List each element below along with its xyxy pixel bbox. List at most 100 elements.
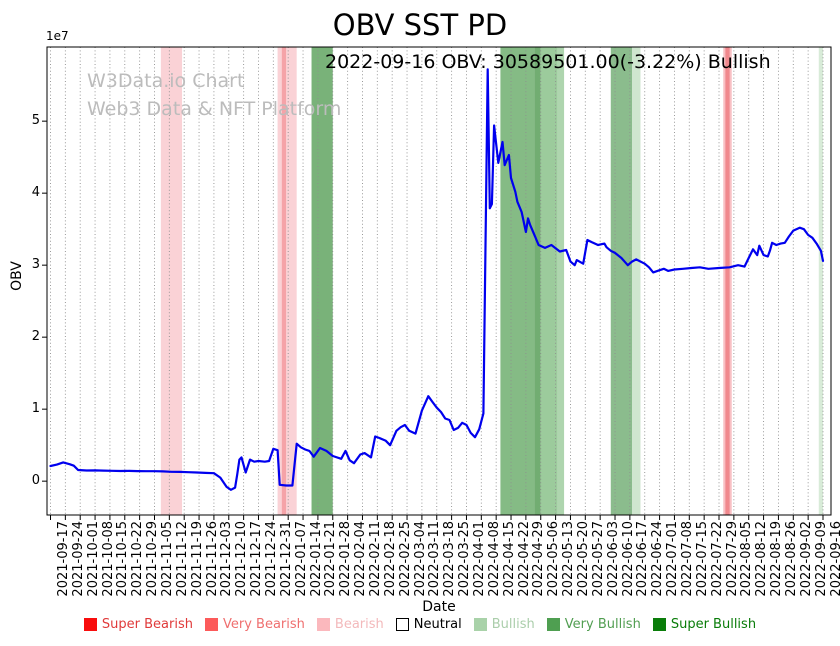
x-tick-label: 2022-06-10 (620, 521, 636, 597)
legend-swatch-icon (473, 618, 487, 631)
x-tick-label: 2022-04-08 (486, 521, 502, 597)
x-tick-label: 2021-12-10 (234, 521, 250, 597)
x-tick-label: 2022-08-05 (739, 521, 755, 597)
legend-label: Super Bullish (670, 617, 757, 632)
y-tick-label: 0 (31, 473, 40, 489)
legend-item-bearish: Bearish (316, 617, 384, 632)
legend-item-super-bearish: Super Bearish (83, 617, 193, 632)
x-tick-label: 2022-01-14 (308, 521, 324, 597)
x-tick-label: 2021-12-31 (278, 521, 294, 597)
legend-label: Neutral (413, 617, 462, 632)
signal-band-bearish (160, 47, 183, 515)
x-tick-label: 2022-01-07 (293, 521, 309, 597)
x-tick-label: 2022-02-18 (382, 521, 398, 597)
x-tick-label: 2021-12-24 (263, 521, 279, 597)
legend-swatch-icon (652, 618, 666, 631)
x-tick-label: 2022-04-15 (501, 521, 517, 597)
x-tick-label: 2021-11-05 (159, 521, 175, 597)
x-tick-label: 2022-05-06 (546, 521, 562, 597)
signal-legend: Super Bearish Very Bearish Bearish Neutral B… (0, 617, 840, 632)
y-tick-label: 5 (31, 113, 40, 129)
legend-item-very-bullish: Very Bullish (546, 617, 641, 632)
x-tick-label: 2022-07-29 (724, 521, 740, 597)
watermark-line1: W3Data.io Chart (87, 70, 245, 92)
legend-label: Bearish (334, 617, 384, 632)
signal-band-very-bullish (500, 47, 535, 515)
x-tick-label: 2022-04-29 (531, 521, 547, 597)
y-tick-label: 1 (31, 401, 40, 417)
x-tick-label: 2022-08-19 (769, 521, 785, 597)
signal-band-very-bearish (725, 47, 730, 515)
legend-item-bullish: Bullish (473, 617, 535, 632)
obv-line (49, 68, 825, 491)
legend-item-neutral: Neutral (395, 617, 462, 632)
x-tick-label: 2021-10-29 (145, 521, 161, 597)
signal-band-bullish (540, 47, 558, 515)
x-tick-label: 2022-01-21 (323, 521, 339, 597)
legend-swatch-icon (83, 618, 97, 631)
x-tick-label: 2022-09-16 (828, 521, 840, 597)
x-tick-label: 2021-11-26 (204, 521, 220, 597)
y-tick-label: 3 (31, 257, 40, 273)
x-tick-label: 2022-03-11 (427, 521, 443, 597)
x-tick-label: 2022-06-17 (635, 521, 651, 597)
signal-band-very-bearish (281, 47, 287, 515)
legend-label: Super Bearish (101, 617, 193, 632)
chart-title: OBV SST PD (332, 8, 508, 42)
x-tick-label: 2021-12-17 (249, 521, 265, 597)
y-tick-label: 2 (31, 329, 40, 345)
watermark-line2: Web3 Data & NFT Platform (87, 98, 342, 120)
signal-band-very-bullish (311, 47, 333, 515)
legend-swatch-icon (205, 618, 218, 631)
legend-label: Very Bearish (223, 617, 305, 632)
x-tick-label: 2021-10-08 (100, 521, 116, 597)
x-tick-label: 2021-10-15 (115, 521, 131, 597)
legend-swatch-icon (546, 618, 560, 631)
x-tick-label: 2021-10-01 (85, 521, 101, 597)
x-tick-label: 2022-02-11 (367, 521, 383, 597)
legend-swatch-icon (395, 618, 409, 631)
x-tick-label: 2022-08-12 (754, 521, 770, 597)
x-tick-label: 2022-09-02 (798, 521, 814, 597)
x-tick-label: 2021-10-22 (130, 521, 146, 597)
x-tick-label: 2021-11-19 (189, 521, 205, 597)
signal-band-bullish (631, 47, 641, 515)
legend-item-very-bearish: Very Bearish (205, 617, 305, 632)
legend-item-super-bullish: Super Bullish (652, 617, 757, 632)
signal-band-bullish (557, 47, 565, 515)
y-tick-label: 4 (31, 185, 40, 201)
legend-label: Bullish (491, 617, 535, 632)
x-tick-label: 2022-08-26 (783, 521, 799, 597)
x-tick-label: 2021-11-12 (174, 521, 190, 597)
x-tick-label: 2022-06-24 (650, 521, 666, 597)
x-tick-label: 2022-04-22 (516, 521, 532, 597)
x-tick-label: 2022-07-08 (679, 521, 695, 597)
axes-frame (46, 46, 832, 516)
x-tick-label: 2022-03-04 (412, 521, 428, 597)
x-tick-label: 2022-07-22 (709, 521, 725, 597)
x-tick-label: 2022-07-01 (665, 521, 681, 597)
x-axis-label: Date (422, 599, 456, 615)
x-tick-label: 2022-05-27 (590, 521, 606, 597)
x-tick-label: 2022-06-03 (605, 521, 621, 597)
x-tick-label: 2021-12-03 (219, 521, 235, 597)
x-tick-label: 2022-03-18 (442, 521, 458, 597)
signal-band-very-bullish (610, 47, 632, 515)
x-tick-label: 2022-01-28 (338, 521, 354, 597)
x-tick-label: 2022-09-09 (813, 521, 829, 597)
x-tick-label: 2021-09-24 (70, 521, 86, 597)
y-axis-offset-text: 1e7 (46, 29, 69, 43)
x-tick-label: 2022-04-01 (471, 521, 487, 597)
legend-label: Very Bullish (564, 617, 641, 632)
x-tick-label: 2021-09-17 (56, 521, 71, 597)
last-value-annotation: 2022-09-16 OBV: 30589501.00(-3.22%) Bull… (325, 51, 771, 73)
x-tick-label: 2022-05-20 (575, 521, 591, 597)
x-tick-label: 2022-07-15 (694, 521, 710, 597)
signal-band-bullish (818, 47, 823, 515)
x-tick-label: 2022-02-25 (397, 521, 413, 597)
legend-swatch-icon (316, 618, 330, 631)
x-tick-label: 2022-05-13 (561, 521, 577, 597)
x-tick-label: 2022-02-04 (353, 521, 369, 597)
